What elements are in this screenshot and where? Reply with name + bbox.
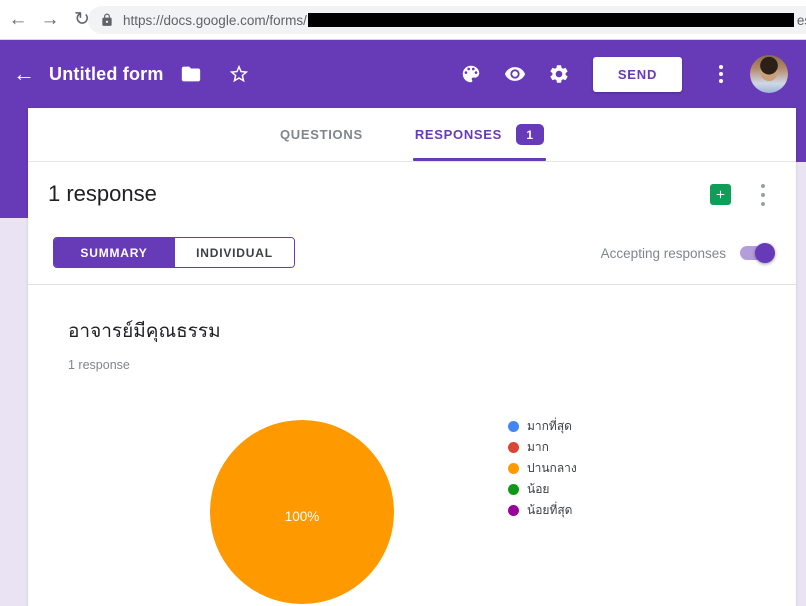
legend-label: น้อย	[527, 482, 550, 496]
individual-tab-button[interactable]: INDIVIDUAL	[174, 238, 294, 267]
accepting-responses-label: Accepting responses	[600, 245, 726, 261]
legend-item: น้อย	[508, 479, 577, 500]
back-arrow-icon[interactable]: ←	[13, 61, 35, 86]
forms-app-bar: ← Untitled form SEND	[0, 40, 806, 108]
avatar[interactable]	[750, 55, 788, 93]
legend-swatch	[508, 421, 519, 432]
legend-item: มาก	[508, 437, 577, 458]
tab-bar: QUESTIONS RESPONSES 1	[28, 108, 796, 162]
summary-tab-button[interactable]: SUMMARY	[54, 238, 174, 267]
pie-chart: 100%	[210, 420, 394, 604]
question-response-count: 1 response	[68, 358, 130, 372]
url-text: https://docs.google.com/forms/	[123, 12, 307, 28]
legend-label: มาก	[527, 440, 549, 454]
send-button[interactable]: SEND	[593, 56, 682, 92]
legend-label: น้อยที่สุด	[527, 503, 573, 517]
responses-count-badge: 1	[516, 124, 545, 145]
address-bar[interactable]: https://docs.google.com/forms/ es	[88, 6, 806, 34]
legend-item: มากที่สุด	[508, 416, 577, 437]
view-segmented-control: SUMMARY INDIVIDUAL	[53, 237, 295, 268]
section-divider	[28, 284, 796, 285]
url-redaction-bar	[307, 13, 794, 27]
browser-chrome: ← → ↻ https://docs.google.com/forms/ es	[0, 0, 806, 40]
create-spreadsheet-icon[interactable]	[710, 184, 731, 205]
pie-slice-label: 100%	[284, 509, 320, 524]
pie-legend: มากที่สุดมากปานกลางน้อยน้อยที่สุด	[508, 416, 577, 521]
legend-item: น้อยที่สุด	[508, 500, 577, 521]
accepting-responses-row: Accepting responses	[601, 243, 775, 263]
legend-label: มากที่สุด	[527, 419, 572, 433]
form-title[interactable]: Untitled form	[49, 63, 164, 84]
legend-swatch	[508, 505, 519, 516]
browser-forward-icon[interactable]: →	[40, 8, 60, 30]
question-title: อาจารย์มีคุณธรรม	[68, 321, 221, 342]
url-text-suffix: es	[796, 12, 806, 28]
star-icon[interactable]	[227, 62, 251, 86]
browser-reload-icon[interactable]: ↻	[74, 9, 90, 30]
left-purple-rail	[0, 108, 28, 218]
form-card: QUESTIONS RESPONSES 1 1 response SUMMARY…	[28, 108, 796, 606]
legend-item: ปานกลาง	[508, 458, 577, 479]
lock-icon	[100, 13, 114, 27]
right-purple-rail	[796, 108, 806, 162]
folder-icon[interactable]	[179, 62, 203, 86]
tab-questions-label: QUESTIONS	[279, 127, 363, 142]
legend-swatch	[508, 484, 519, 495]
accepting-responses-toggle[interactable]	[739, 243, 775, 263]
legend-label: ปานกลาง	[527, 461, 577, 475]
tab-responses[interactable]: RESPONSES 1	[412, 108, 547, 162]
toggle-knob	[755, 243, 775, 263]
legend-swatch	[508, 442, 519, 453]
legend-swatch	[508, 463, 519, 474]
responses-title: 1 response	[48, 181, 157, 206]
responses-kebab-menu-icon[interactable]	[756, 184, 770, 206]
preview-eye-icon[interactable]	[503, 62, 527, 86]
tab-questions[interactable]: QUESTIONS	[280, 108, 363, 162]
active-tab-underline	[412, 157, 547, 161]
appbar-kebab-menu-icon[interactable]	[714, 65, 728, 83]
browser-back-icon[interactable]: ←	[8, 8, 28, 30]
palette-icon[interactable]	[459, 62, 483, 86]
settings-gear-icon[interactable]	[547, 62, 571, 86]
tab-responses-label: RESPONSES	[414, 127, 503, 142]
